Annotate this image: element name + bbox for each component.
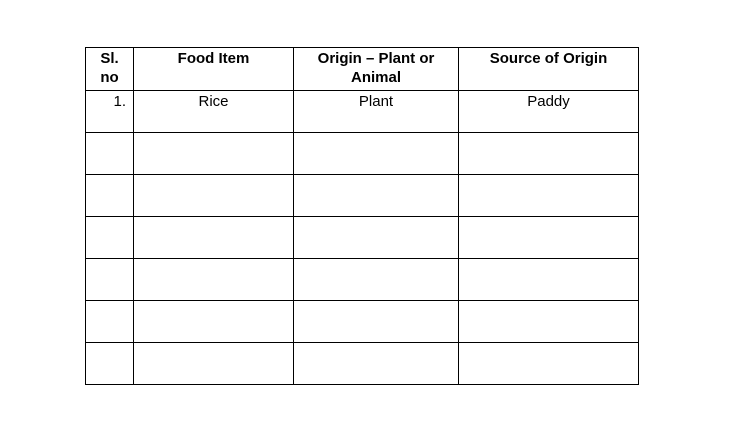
table-row [85,131,639,175]
cell-food-item [133,173,294,217]
table-row [85,341,639,385]
table-row [85,299,639,343]
table-row [85,215,639,259]
cell-food-item: Rice [133,89,294,133]
cell-origin [293,257,459,301]
cell-food-item [133,299,294,343]
header-sl-no: Sl. no [85,47,134,91]
cell-sl-no [85,131,134,175]
cell-origin [293,173,459,217]
header-row: Sl. no Food Item Origin – Plant or Anima… [85,47,639,91]
cell-source [458,341,639,385]
cell-sl-no: 1. [85,89,134,133]
table-row [85,257,639,301]
header-origin-plant-or-animal: Origin – Plant or Animal [293,47,459,91]
cell-sl-no [85,215,134,259]
table-row: 1. Rice Plant Paddy [85,89,639,133]
cell-food-item [133,257,294,301]
cell-origin [293,131,459,175]
cell-sl-no [85,341,134,385]
header-source-of-origin: Source of Origin [458,47,639,91]
header-food-item: Food Item [133,47,294,91]
cell-origin [293,341,459,385]
cell-source [458,215,639,259]
food-origin-table: Sl. no Food Item Origin – Plant or Anima… [85,47,639,385]
cell-source: Paddy [458,89,639,133]
cell-origin: Plant [293,89,459,133]
cell-sl-no [85,257,134,301]
cell-food-item [133,131,294,175]
cell-food-item [133,341,294,385]
cell-origin [293,299,459,343]
cell-source [458,131,639,175]
cell-sl-no [85,299,134,343]
cell-source [458,299,639,343]
cell-sl-no [85,173,134,217]
cell-food-item [133,215,294,259]
cell-source [458,173,639,217]
table-row [85,173,639,217]
cell-source [458,257,639,301]
cell-origin [293,215,459,259]
